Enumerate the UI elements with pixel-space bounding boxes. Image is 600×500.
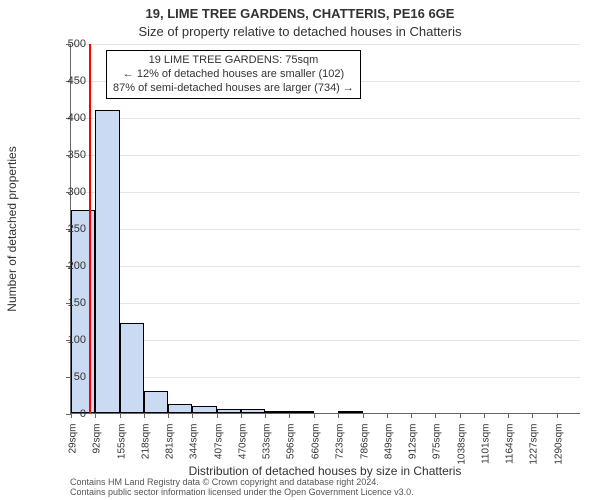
x-tick-label: 1227sqm: [529, 424, 540, 469]
annotation-line: 19 LIME TREE GARDENS: 75sqm: [113, 54, 354, 68]
histogram-bar: [289, 411, 313, 413]
chart-container: 19, LIME TREE GARDENS, CHATTERIS, PE16 6…: [0, 0, 600, 500]
y-gridline: [71, 377, 580, 378]
x-tick-mark: [314, 413, 315, 418]
y-axis-label: Number of detached properties: [5, 146, 19, 311]
x-tick-label: 1290sqm: [553, 424, 564, 469]
histogram-bar: [217, 409, 241, 413]
histogram-bar: [95, 110, 119, 413]
histogram-bar: [168, 404, 192, 413]
y-gridline: [71, 340, 580, 341]
x-tick-label: 1164sqm: [505, 424, 516, 469]
x-tick-mark: [95, 413, 96, 418]
plot-area: 19 LIME TREE GARDENS: 75sqm← 12% of deta…: [70, 44, 580, 414]
x-tick-label: 533sqm: [262, 424, 273, 469]
x-tick-mark: [338, 413, 339, 418]
y-gridline: [71, 303, 580, 304]
attribution-text: Contains HM Land Registry data © Crown c…: [70, 478, 580, 498]
y-tick-label: 100: [46, 334, 86, 346]
attribution-line-2: Contains public sector information licen…: [70, 488, 580, 498]
y-tick-label: 500: [46, 38, 86, 50]
x-tick-label: 155sqm: [116, 424, 127, 469]
y-gridline: [71, 155, 580, 156]
y-tick-label: 50: [46, 371, 86, 383]
x-tick-label: 344sqm: [189, 424, 200, 469]
x-tick-label: 218sqm: [140, 424, 151, 469]
x-tick-mark: [265, 413, 266, 418]
y-tick-label: 150: [46, 297, 86, 309]
x-tick-mark: [217, 413, 218, 418]
y-tick-label: 300: [46, 186, 86, 198]
x-tick-mark: [192, 413, 193, 418]
x-tick-mark: [120, 413, 121, 418]
histogram-bar: [265, 411, 289, 413]
y-tick-label: 450: [46, 75, 86, 87]
y-gridline: [71, 44, 580, 45]
y-gridline: [71, 229, 580, 230]
x-tick-label: 660sqm: [311, 424, 322, 469]
x-tick-mark: [557, 413, 558, 418]
x-tick-label: 1101sqm: [480, 424, 491, 469]
x-tick-label: 29sqm: [68, 424, 79, 469]
annotation-box: 19 LIME TREE GARDENS: 75sqm← 12% of deta…: [106, 50, 361, 99]
x-tick-label: 912sqm: [408, 424, 419, 469]
chart-title-address: 19, LIME TREE GARDENS, CHATTERIS, PE16 6…: [0, 6, 600, 21]
histogram-bar: [192, 406, 216, 413]
x-tick-mark: [289, 413, 290, 418]
annotation-line: 87% of semi-detached houses are larger (…: [113, 82, 354, 96]
x-tick-mark: [144, 413, 145, 418]
y-tick-label: 250: [46, 223, 86, 235]
histogram-bar: [338, 411, 362, 413]
x-tick-label: 92sqm: [92, 424, 103, 469]
x-tick-mark: [484, 413, 485, 418]
histogram-bar: [144, 391, 168, 413]
y-tick-label: 400: [46, 112, 86, 124]
x-tick-mark: [411, 413, 412, 418]
x-tick-mark: [532, 413, 533, 418]
x-tick-label: 470sqm: [237, 424, 248, 469]
x-tick-mark: [508, 413, 509, 418]
x-tick-label: 281sqm: [165, 424, 176, 469]
x-tick-label: 1038sqm: [456, 424, 467, 469]
x-tick-mark: [168, 413, 169, 418]
x-tick-label: 975sqm: [432, 424, 443, 469]
x-tick-label: 723sqm: [335, 424, 346, 469]
x-tick-mark: [241, 413, 242, 418]
x-tick-label: 849sqm: [383, 424, 394, 469]
reference-line: [89, 44, 91, 413]
x-tick-label: 786sqm: [359, 424, 370, 469]
y-gridline: [71, 192, 580, 193]
x-tick-mark: [387, 413, 388, 418]
x-tick-mark: [435, 413, 436, 418]
y-gridline: [71, 118, 580, 119]
y-tick-label: 200: [46, 260, 86, 272]
x-tick-label: 596sqm: [286, 424, 297, 469]
x-tick-label: 407sqm: [213, 424, 224, 469]
histogram-bar: [241, 409, 265, 413]
y-gridline: [71, 266, 580, 267]
x-tick-mark: [363, 413, 364, 418]
y-tick-label: 350: [46, 149, 86, 161]
x-tick-mark: [460, 413, 461, 418]
y-tick-label: 0: [46, 408, 86, 420]
histogram-bar: [120, 323, 144, 413]
annotation-line: ← 12% of detached houses are smaller (10…: [113, 68, 354, 82]
chart-title-description: Size of property relative to detached ho…: [0, 24, 600, 39]
